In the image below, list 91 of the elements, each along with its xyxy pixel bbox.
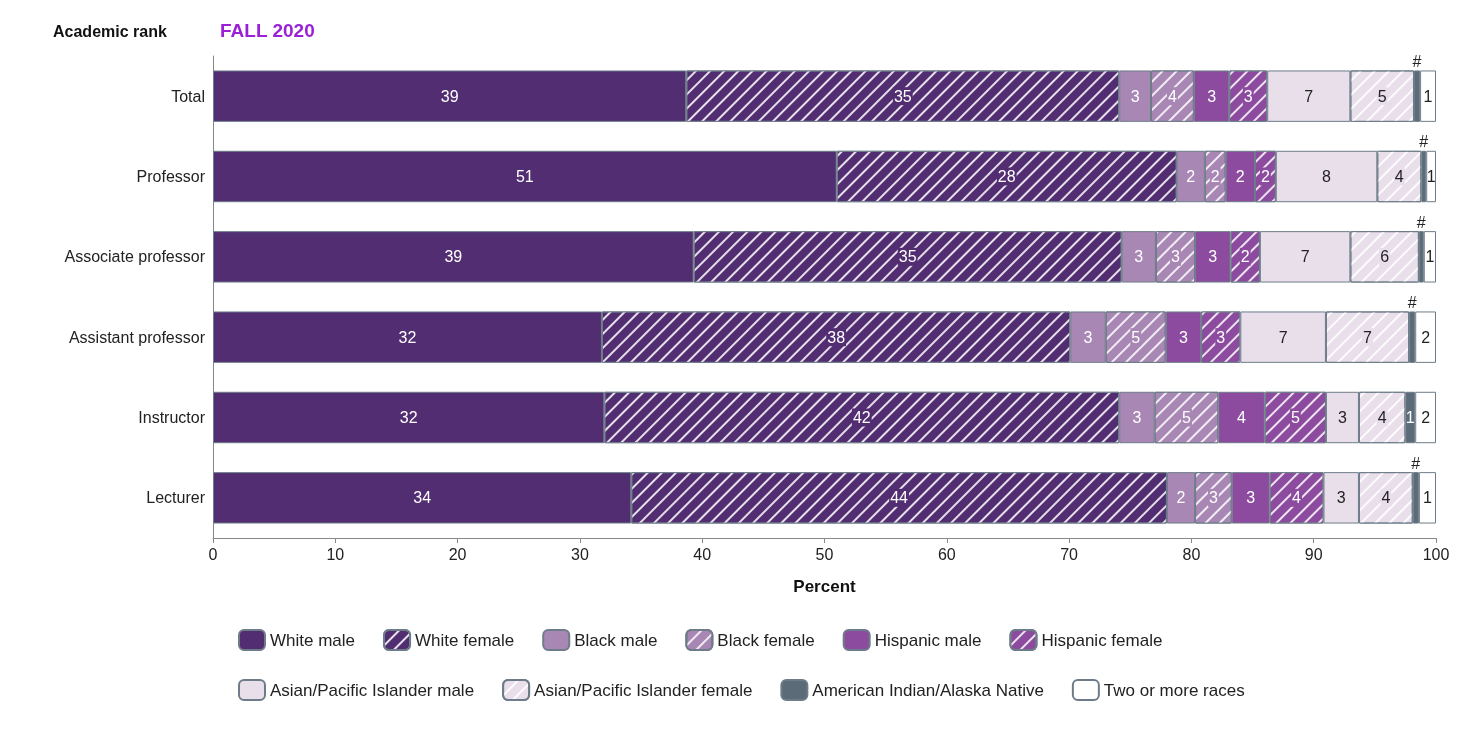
data-label: 7 [1304, 87, 1314, 105]
data-label: 7 [1363, 328, 1373, 346]
x-tick-label: 60 [937, 545, 956, 563]
data-label: 4 [1292, 489, 1302, 507]
data-label: 3 [1336, 489, 1346, 507]
legend-label: Hispanic male [874, 630, 982, 650]
legend-label: Black male [574, 630, 658, 650]
legend-label: White male [270, 630, 356, 650]
x-tick-label: 30 [571, 545, 589, 563]
data-label: 2 [1421, 328, 1431, 346]
data-label: 6 [1380, 248, 1390, 266]
data-label: 5 [1377, 87, 1387, 105]
data-label: 3 [1083, 328, 1093, 346]
data-label: 2 [1210, 168, 1220, 185]
data-label: 51 [515, 168, 534, 185]
y-tick-label: Associate professor [64, 248, 206, 266]
x-tick-label: 100 [1422, 545, 1450, 563]
data-label: 39 [440, 87, 459, 105]
data-label: 5 [1182, 409, 1192, 426]
data-label: 3 [1132, 409, 1142, 426]
x-tick-label: 90 [1304, 545, 1323, 563]
data-label: # [1412, 52, 1422, 70]
x-tick-label: 0 [208, 545, 218, 563]
x-tick-label: 40 [693, 545, 712, 563]
data-label: 34 [413, 489, 432, 507]
data-label: 39 [444, 248, 463, 266]
data-label: 2 [1240, 248, 1250, 266]
data-label: 3 [1171, 248, 1181, 266]
data-label: 38 [827, 328, 846, 346]
data-label: 3 [1243, 87, 1253, 105]
x-tick-label: 70 [1060, 545, 1079, 563]
data-label: 2 [1176, 489, 1186, 507]
legend-label: Black female [717, 630, 815, 650]
legend-label: White female [415, 630, 515, 650]
data-label: 3 [1134, 248, 1144, 266]
y-tick-label: Total [171, 87, 205, 105]
y-tick-label: Instructor [138, 409, 206, 426]
data-label: 3 [1208, 489, 1218, 507]
data-label: 4 [1394, 168, 1404, 185]
data-label: 1 [1423, 87, 1433, 105]
data-label: 44 [890, 489, 909, 507]
y-tick-label: Assistant professor [68, 328, 206, 346]
data-label: 5 [1290, 409, 1300, 426]
data-label: 3 [1216, 328, 1226, 346]
data-label: 1 [1425, 248, 1435, 266]
x-tick-label: 20 [448, 545, 467, 563]
data-label: 2 [1421, 409, 1431, 426]
legend-label: Hispanic female [1041, 630, 1163, 650]
bar [1423, 231, 1436, 283]
data-label: 7 [1278, 328, 1288, 346]
data-label: 32 [399, 409, 418, 426]
data-label: 35 [893, 87, 912, 105]
data-label: 4 [1377, 409, 1387, 426]
data-label: 1 [1405, 409, 1415, 426]
y-tick-label: Professor [136, 168, 206, 185]
data-label: 4 [1167, 87, 1177, 105]
data-label: 3 [1130, 87, 1140, 105]
data-label: 3 [1179, 328, 1188, 346]
data-label: # [1411, 454, 1421, 472]
data-label: 5 [1131, 328, 1141, 346]
data-label: 35 [898, 248, 917, 266]
data-label: 4 [1237, 409, 1247, 426]
data-label: # [1407, 293, 1417, 311]
legend-label: American Indian/Alaska Native [812, 680, 1044, 700]
y-tick-label: Lecturer [146, 489, 206, 507]
data-label: 2 [1260, 168, 1270, 185]
data-label: # [1416, 213, 1426, 231]
data-label: 3 [1246, 489, 1256, 507]
y-axis-title: Academic rank [53, 22, 167, 40]
chart-title: FALL 2020 [220, 20, 315, 41]
data-label: 32 [398, 328, 417, 346]
data-label: 28 [997, 168, 1016, 185]
data-label: 42 [852, 409, 871, 426]
data-label: 3 [1208, 248, 1218, 266]
x-axis-title: Percent [793, 577, 857, 596]
x-tick-label: 80 [1182, 545, 1201, 563]
data-label: 1 [1422, 489, 1432, 507]
data-label: 4 [1381, 489, 1391, 507]
legend-label: Asian/Pacific Islander female [534, 680, 753, 700]
x-tick-label: 10 [326, 545, 345, 563]
x-tick-label: 50 [815, 545, 834, 563]
data-label: 3 [1337, 409, 1347, 426]
legend-label: Asian/Pacific Islander male [270, 680, 475, 700]
data-label: 1 [1426, 168, 1436, 185]
data-label: 2 [1186, 168, 1196, 185]
legend-label: Two or more races [1103, 680, 1245, 700]
data-label: 2 [1235, 168, 1245, 185]
data-label: # [1419, 133, 1429, 151]
data-label: 7 [1300, 248, 1310, 266]
data-label: 8 [1322, 168, 1332, 185]
data-label: 3 [1207, 87, 1217, 105]
